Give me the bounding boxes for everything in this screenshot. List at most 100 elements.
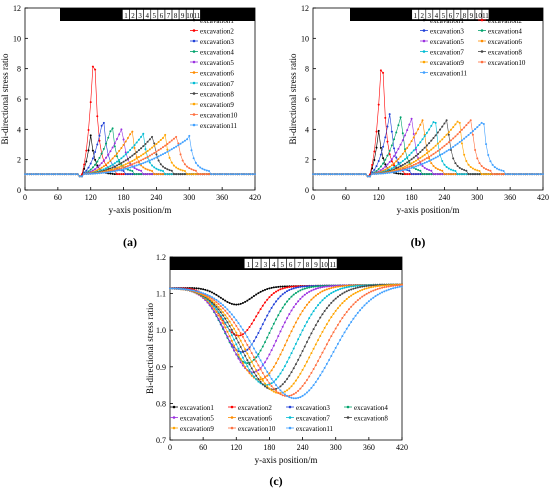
data-point-excavation7 — [279, 372, 282, 375]
data-point-excavation6 — [259, 378, 262, 381]
data-point-excavation11 — [223, 173, 226, 176]
data-point-excavation6 — [339, 285, 342, 288]
data-point-excavation9 — [153, 144, 156, 147]
data-point-excavation1 — [248, 298, 251, 301]
data-point-excavation7 — [142, 132, 145, 135]
data-point-excavation9 — [370, 286, 373, 289]
data-point-excavation3 — [261, 323, 264, 326]
data-point-excavation11 — [24, 173, 26, 176]
data-point-excavation2 — [85, 149, 88, 152]
data-point-excavation1 — [230, 302, 233, 305]
data-point-excavation11 — [214, 173, 217, 176]
data-point-excavation9 — [314, 343, 317, 346]
data-point-excavation11 — [310, 386, 313, 389]
data-point-excavation11 — [261, 363, 264, 366]
data-point-excavation3 — [379, 153, 382, 156]
data-point-excavation5 — [317, 287, 320, 290]
data-point-excavation7 — [155, 167, 158, 170]
data-point-excavation5 — [430, 169, 433, 172]
data-point-excavation6 — [111, 157, 114, 160]
data-point-excavation3 — [283, 291, 286, 294]
data-point-excavation1 — [208, 290, 211, 293]
data-point-excavation3 — [85, 169, 88, 172]
data-point-excavation10 — [226, 312, 229, 315]
data-point-excavation10 — [417, 161, 420, 164]
series-line-excavation9 — [170, 284, 402, 394]
legend-entry: excavation7 — [296, 415, 330, 423]
data-point-excavation3 — [122, 169, 125, 172]
data-point-excavation9 — [452, 126, 455, 129]
data-point-excavation6 — [268, 372, 271, 375]
data-point-excavation9 — [489, 173, 492, 176]
data-point-excavation5 — [91, 169, 94, 172]
data-point-excavation11 — [314, 173, 317, 176]
data-point-excavation3 — [410, 172, 413, 175]
legend-marker — [192, 29, 196, 32]
y-tick-label: 1.0 — [156, 326, 166, 335]
data-point-excavation5 — [312, 288, 315, 291]
data-point-excavation8 — [341, 292, 344, 295]
data-point-excavation5 — [129, 162, 132, 165]
data-point-excavation11 — [502, 169, 505, 172]
data-point-excavation11 — [356, 311, 359, 314]
data-point-excavation6 — [332, 286, 335, 289]
legend-entry: excavation6 — [200, 70, 234, 78]
data-point-excavation11 — [434, 156, 437, 159]
data-point-excavation9 — [210, 299, 213, 302]
data-point-excavation9 — [471, 167, 474, 170]
data-point-excavation10 — [412, 163, 415, 166]
data-point-excavation11 — [164, 151, 167, 154]
data-point-excavation1 — [204, 288, 207, 291]
data-point-excavation10 — [478, 162, 481, 165]
data-point-excavation4 — [129, 169, 132, 172]
data-point-excavation9 — [170, 161, 173, 164]
data-point-excavation8 — [460, 168, 463, 171]
data-point-excavation9 — [244, 348, 247, 351]
data-point-excavation11 — [217, 300, 220, 303]
data-point-excavation4 — [268, 332, 271, 335]
data-point-excavation9 — [246, 352, 249, 355]
data-point-excavation6 — [412, 136, 415, 139]
legend-entry: excavation11 — [296, 425, 334, 433]
data-point-excavation2 — [257, 311, 260, 314]
stage-label: 2 — [421, 12, 425, 20]
data-point-excavation7 — [233, 338, 236, 341]
data-point-excavation10 — [498, 173, 501, 176]
data-point-excavation11 — [135, 164, 138, 167]
data-point-excavation5 — [294, 303, 297, 306]
y-tick-label: 2 — [17, 156, 21, 165]
data-point-excavation3 — [292, 287, 295, 290]
data-point-excavation11 — [201, 167, 204, 170]
data-point-excavation8 — [297, 358, 300, 361]
series-line-excavation10 — [313, 119, 543, 177]
data-point-excavation2 — [230, 331, 233, 334]
data-point-excavation6 — [126, 137, 129, 140]
data-point-excavation11 — [162, 153, 164, 156]
data-point-excavation3 — [397, 161, 400, 164]
data-point-excavation4 — [252, 358, 255, 361]
data-point-excavation2 — [379, 69, 382, 72]
legend-entry: excavation3 — [430, 28, 464, 36]
data-point-excavation11 — [294, 397, 297, 400]
data-point-excavation3 — [288, 289, 291, 292]
data-point-excavation10 — [228, 315, 231, 318]
data-point-excavation1 — [395, 172, 398, 175]
stage-label: 9 — [470, 12, 474, 20]
data-point-excavation6 — [153, 173, 156, 176]
data-point-excavation9 — [428, 150, 431, 153]
data-point-excavation9 — [252, 365, 255, 368]
data-point-excavation7 — [162, 170, 164, 173]
data-point-excavation4 — [308, 286, 311, 289]
data-point-excavation7 — [323, 297, 326, 300]
data-point-excavation6 — [334, 286, 337, 289]
data-point-excavation7 — [463, 173, 466, 176]
data-point-excavation8 — [299, 354, 302, 357]
data-point-excavation9 — [179, 168, 182, 171]
data-point-excavation6 — [162, 173, 164, 176]
data-point-excavation11 — [350, 320, 353, 323]
data-point-excavation11 — [199, 291, 202, 294]
data-point-excavation2 — [246, 328, 249, 331]
data-point-excavation4 — [259, 349, 262, 352]
data-point-excavation11 — [327, 173, 330, 176]
legend-entry: excavation7 — [200, 80, 234, 88]
